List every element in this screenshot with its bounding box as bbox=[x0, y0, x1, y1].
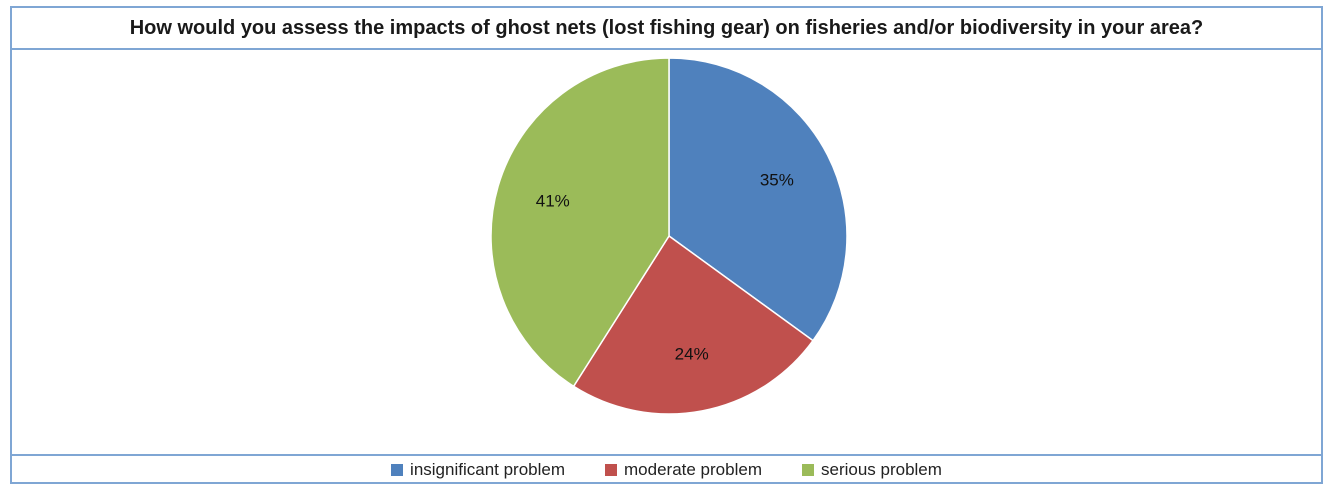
chart-frame: How would you assess the impacts of ghos… bbox=[10, 6, 1323, 484]
legend-swatch-insignificant bbox=[391, 464, 404, 476]
data-label-insignificant: 35% bbox=[760, 171, 794, 190]
legend-label-moderate: moderate problem bbox=[624, 460, 762, 479]
chart-title-bar: How would you assess the impacts of ghos… bbox=[12, 8, 1321, 50]
data-label-serious: 41% bbox=[536, 192, 570, 211]
legend-item-moderate: moderate problem bbox=[605, 460, 762, 480]
legend-item-serious: serious problem bbox=[801, 460, 942, 480]
legend-swatch-serious bbox=[801, 464, 814, 476]
legend-label-serious: serious problem bbox=[820, 460, 942, 479]
pie-chart-area: 35% 24% 41% bbox=[12, 50, 1321, 454]
legend-item-insignificant: insignificant problem bbox=[391, 460, 565, 480]
pie-slice-insignificant bbox=[668, 57, 848, 342]
data-label-moderate: 24% bbox=[675, 344, 709, 363]
pie-slice-serious bbox=[490, 57, 670, 388]
pie-chart: 35% 24% 41% bbox=[490, 57, 848, 415]
legend-swatch-moderate bbox=[605, 464, 618, 476]
chart-title: How would you assess the impacts of ghos… bbox=[129, 16, 1204, 39]
pie-slice-moderate bbox=[572, 234, 815, 415]
chart-legend: insignificant problem moderate problem s… bbox=[12, 454, 1321, 484]
legend-label-insignificant: insignificant problem bbox=[410, 460, 566, 479]
